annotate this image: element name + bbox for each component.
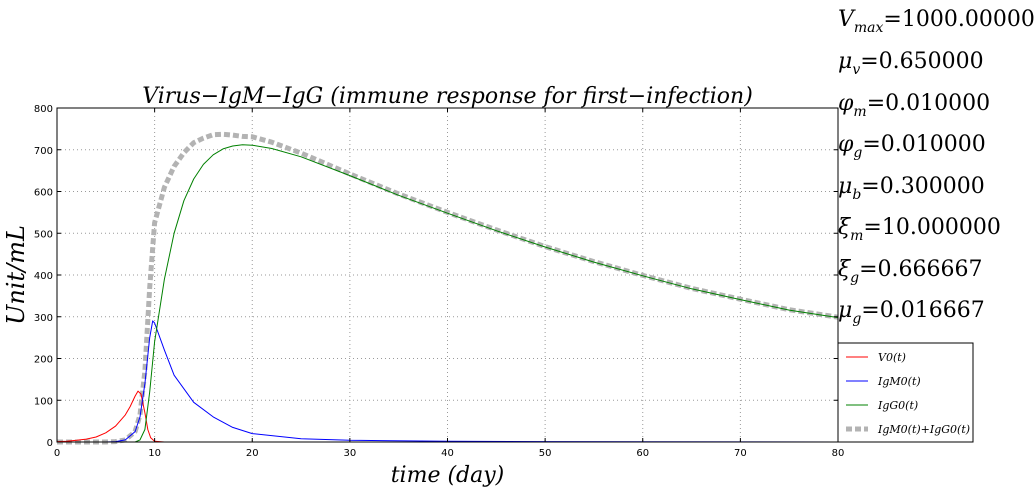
legend-box [837,342,974,443]
x-tick-label: 30 [344,448,357,459]
parameter-label: Vmax=1000.000000 [838,7,1035,36]
x-tick-label: 10 [148,448,161,459]
legend-label: IgM0(t)+IgG0(t) [877,423,970,436]
y-tick-label: 800 [34,104,53,115]
y-tick-label: 600 [34,188,53,199]
parameter-label: ξm=10.000000 [838,215,1001,244]
x-tick-label: 80 [832,448,845,459]
legend-label: IgM0(t) [877,375,921,388]
parameter-label: μg=0.016667 [838,298,985,327]
y-tick-label: 0 [47,438,53,449]
y-tick-label: 400 [34,271,53,282]
y-tick-label: 300 [34,313,53,324]
parameter-label: μv=0.650000 [838,49,984,78]
legend: V0(t) IgM0(t) IgG0(t) IgM0(t)+IgG0(t) [837,342,974,443]
y-tick-label: 100 [34,396,53,407]
y-axis-label: Unit/mL [2,225,30,325]
ticks: 0 10 20 30 40 50 60 70 8001002003004005006007008… [34,104,844,459]
x-tick-label: 60 [636,448,649,459]
x-tick-label: 40 [441,448,454,459]
plot-area-frame [56,107,839,443]
y-tick-label: 200 [34,355,53,366]
legend-label: IgG0(t) [877,399,918,412]
series-layer [56,131,839,445]
x-tick-label: 20 [246,448,259,459]
series-line-2 [57,144,839,443]
x-tick-label: 50 [539,448,552,459]
series-line-1 [57,320,839,443]
parameter-label: ξg=0.666667 [838,257,983,286]
chart-title: Virus−IgM−IgG (immune response for first… [142,84,753,109]
y-tick-label: 500 [34,229,53,240]
x-tick-label: 0 [54,448,60,459]
parameter-label: φm=0.010000 [838,91,990,120]
parameter-annotations: Vmax=1000.000000 μv=0.650000 φm=0.010000 φg… [838,7,1035,327]
parameter-label: φg=0.010000 [838,132,986,161]
x-axis-label: time (day) [391,463,505,488]
grid [57,108,838,442]
y-tick-label: 700 [34,146,53,157]
parameter-label: μb=0.300000 [838,174,985,203]
legend-label: V0(t) [878,351,906,364]
x-tick-label: 70 [734,448,747,459]
